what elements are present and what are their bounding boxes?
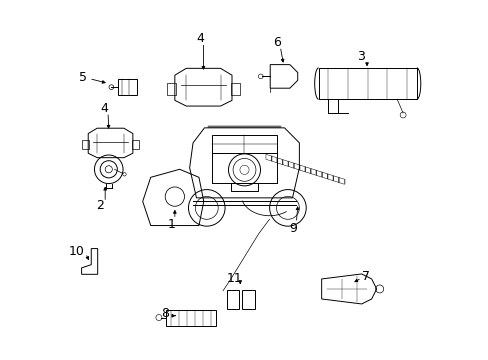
Bar [82, 140, 89, 149]
Text: 11: 11 [226, 272, 242, 285]
Text: 7: 7 [361, 270, 369, 283]
Text: 10: 10 [68, 245, 84, 258]
Bar [230, 183, 258, 191]
Text: 2: 2 [96, 198, 103, 212]
Bar [318, 68, 416, 99]
Text: 4: 4 [101, 102, 108, 115]
Text: 5: 5 [79, 71, 87, 84]
Bar [166, 83, 176, 95]
Text: 1: 1 [167, 218, 175, 231]
Bar [132, 140, 139, 149]
Bar [230, 83, 240, 95]
Bar [165, 310, 216, 325]
Text: 6: 6 [273, 36, 281, 49]
Text: 9: 9 [288, 222, 296, 235]
Text: 3: 3 [356, 50, 364, 63]
Text: 4: 4 [196, 32, 203, 45]
Text: 8: 8 [161, 307, 169, 320]
